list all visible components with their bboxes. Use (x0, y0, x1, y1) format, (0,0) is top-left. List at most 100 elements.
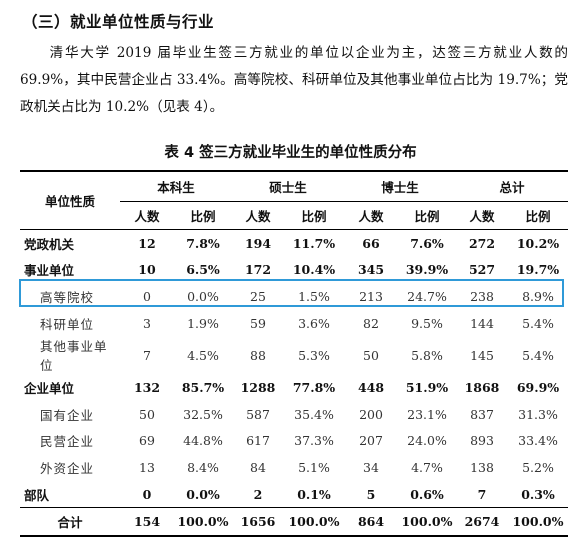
table-row: 民营企业 69 44.8% 617 37.3% 207 24.0% 893 33.4% (20, 428, 568, 455)
row-label: 合计 (20, 507, 120, 537)
count-cell: 34 (363, 459, 379, 475)
count-cell: 82 (363, 315, 379, 331)
count-cell: 132 (133, 380, 161, 396)
table-caption: 表 4 签三方就业毕业生的单位性质分布 (164, 145, 417, 161)
group-header-undergraduate: 本科生 (120, 170, 232, 202)
count-cell: 13 (139, 459, 155, 475)
ratio-cell: 44.8% (183, 433, 223, 449)
ratio-cell: 39.9% (405, 262, 449, 278)
count-cell: 84 (250, 459, 266, 475)
count-cell: 144 (470, 315, 494, 331)
table-row: 科研单位 3 1.9% 59 3.6% 82 9.5% 144 5.4% (20, 310, 568, 337)
count-cell: 893 (470, 433, 494, 449)
count-cell: 837 (470, 406, 494, 422)
employer-type-table: 单位性质 本科生 硕士生 博士生 总计 人数 比例 人数 比例 人数 比例 人数… (20, 170, 568, 537)
row-label: 其他事业单位 (40, 339, 108, 374)
subheader-ratio: 比例 (508, 201, 568, 230)
ratio-cell: 1.9% (187, 315, 219, 331)
ratio-cell: 5.4% (522, 315, 554, 331)
paragraph-text: 清华大学 2019 届毕业生签三方就业的单位以企业为主，达签三方就业人数的 69… (20, 45, 568, 115)
group-header-master: 硕士生 (232, 170, 344, 202)
count-cell: 345 (357, 262, 385, 278)
count-cell: 194 (244, 235, 272, 251)
count-cell: 0 (143, 288, 151, 304)
count-cell: 0 (142, 486, 152, 502)
ratio-cell: 35.4% (294, 406, 334, 422)
row-label: 高等院校 (40, 289, 95, 305)
count-cell: 200 (359, 406, 383, 422)
ratio-cell: 4.7% (411, 459, 443, 475)
ratio-cell: 10.2% (516, 235, 560, 251)
ratio-cell: 11.7% (292, 235, 336, 251)
count-cell: 145 (470, 347, 494, 363)
count-cell: 7 (143, 347, 151, 363)
subheader-count: 人数 (232, 201, 284, 230)
table-row: 企业单位 132 85.7% 1288 77.8% 448 51.9% 1868 69.9% (20, 374, 568, 401)
count-cell: 25 (250, 288, 266, 304)
ratio-cell: 3.6% (298, 315, 330, 331)
count-cell: 5 (366, 486, 376, 502)
table-row: 事业单位 10 6.5% 172 10.4% 345 39.9% 527 19.7% (20, 257, 568, 284)
count-cell: 88 (250, 347, 266, 363)
count-cell: 1656 (232, 507, 284, 537)
table-row: 国有企业 50 32.5% 587 35.4% 200 23.1% 837 31.3% (20, 401, 568, 428)
ratio-cell: 8.4% (187, 459, 219, 475)
count-cell: 10 (138, 262, 156, 278)
count-cell: 272 (468, 235, 496, 251)
count-cell: 69 (139, 433, 155, 449)
count-cell: 50 (363, 347, 379, 363)
ratio-cell: 33.4% (518, 433, 558, 449)
table-row: 党政机关 12 7.8% 194 11.7% 66 7.6% 272 10.2% (20, 230, 568, 257)
column-header-unit-type: 单位性质 (20, 170, 120, 230)
row-label: 民营企业 (40, 434, 95, 450)
table-row: 部队 0 0.0% 2 0.1% 5 0.6% 7 0.3% (20, 481, 568, 508)
ratio-cell: 100.0% (398, 507, 456, 537)
ratio-cell: 69.9% (516, 380, 560, 396)
ratio-cell: 31.3% (518, 406, 558, 422)
count-cell: 50 (139, 406, 155, 422)
ratio-cell: 23.1% (407, 406, 447, 422)
subheader-ratio: 比例 (174, 201, 232, 230)
count-cell: 527 (468, 262, 496, 278)
subheader-ratio: 比例 (284, 201, 344, 230)
row-label: 企业单位 (24, 381, 75, 397)
ratio-cell: 51.9% (405, 380, 449, 396)
count-cell: 2 (253, 486, 263, 502)
row-label: 国有企业 (40, 407, 95, 423)
row-label: 部队 (24, 487, 50, 503)
ratio-cell: 8.9% (522, 288, 554, 304)
count-cell: 617 (246, 433, 270, 449)
count-cell: 587 (246, 406, 270, 422)
count-cell: 207 (359, 433, 383, 449)
ratio-cell: 4.5% (187, 347, 219, 363)
ratio-cell: 5.8% (411, 347, 443, 363)
ratio-cell: 5.4% (522, 347, 554, 363)
count-cell: 1868 (464, 380, 500, 396)
ratio-cell: 6.5% (186, 262, 220, 278)
count-cell: 448 (357, 380, 385, 396)
ratio-cell: 0.1% (297, 486, 331, 502)
table-header-row: 单位性质 本科生 硕士生 博士生 总计 (20, 170, 568, 230)
ratio-cell: 10.4% (292, 262, 336, 278)
subheader-count: 人数 (456, 201, 508, 230)
ratio-cell: 32.5% (183, 406, 223, 422)
count-cell: 138 (470, 459, 494, 475)
ratio-cell: 100.0% (174, 507, 232, 537)
ratio-cell: 0.0% (187, 288, 219, 304)
ratio-cell: 100.0% (284, 507, 344, 537)
table-row: 合计 154 100.0% 1656 100.0% 864 100.0% 2674 100.0% (20, 507, 568, 537)
ratio-cell: 5.2% (522, 459, 554, 475)
count-cell: 3 (143, 315, 151, 331)
count-cell: 66 (362, 235, 380, 251)
ratio-cell: 5.1% (298, 459, 330, 475)
ratio-cell: 0.3% (521, 486, 555, 502)
ratio-cell: 5.3% (298, 347, 330, 363)
table-subheader-row: 人数 比例 人数 比例 人数 比例 人数 比例 (20, 201, 568, 230)
group-header-doctoral: 博士生 (344, 170, 456, 202)
ratio-cell: 7.8% (186, 235, 220, 251)
ratio-cell: 77.8% (292, 380, 336, 396)
ratio-cell: 0.6% (410, 486, 444, 502)
row-label: 科研单位 (40, 316, 95, 332)
ratio-cell: 24.0% (407, 433, 447, 449)
table-row: 其他事业单位 7 4.5% 88 5.3% 50 5.8% 145 5.4% (20, 336, 568, 374)
